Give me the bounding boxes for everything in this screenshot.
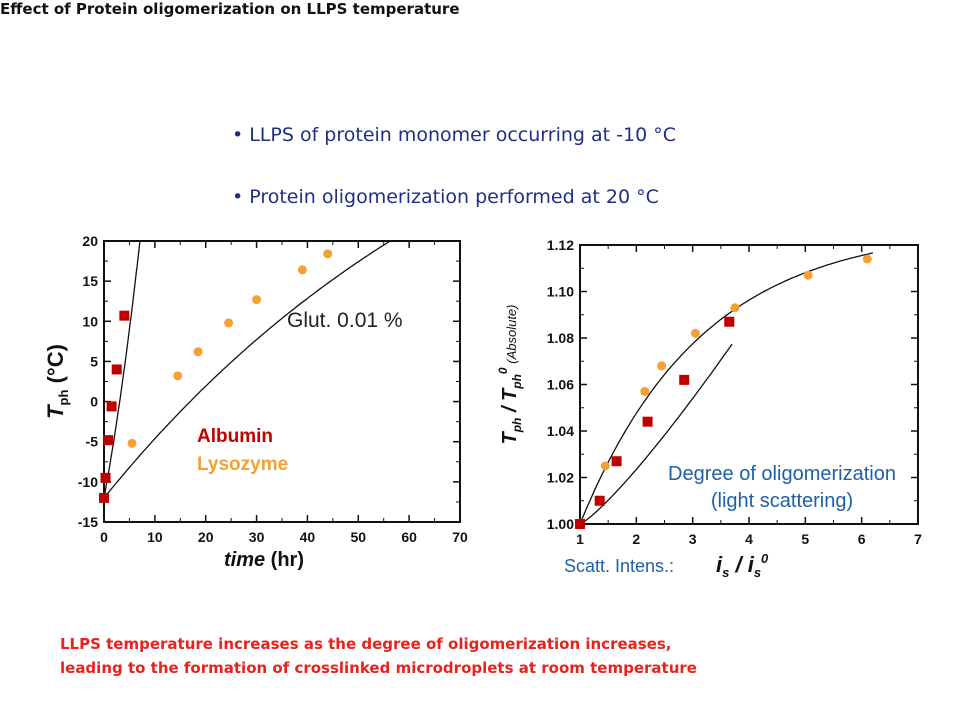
fit-curve-albumin <box>104 241 141 499</box>
chart-albumin-lysozyme: 0 10 20 30 40 50 60 70 -15 -10 -5 0 5 10 15 20 Glut. 0.0… <box>43 233 468 571</box>
data-point-lysozyme <box>193 347 203 357</box>
conclusion-line: leading to the formation of crosslinked … <box>60 659 697 677</box>
legend-albumin: Albumin <box>197 426 273 447</box>
y-tick-label: 10 <box>82 313 98 329</box>
y-tick-label: 1.00 <box>547 516 574 532</box>
y-tick-label: 0 <box>90 394 98 410</box>
data-point-circle <box>600 461 610 471</box>
bullet-text: Protein oligomerization performed at 20 … <box>249 186 659 208</box>
data-point-circle <box>730 303 740 313</box>
x-tick-label: 4 <box>745 531 753 547</box>
y-tick-label: -15 <box>78 514 98 530</box>
x-tick-label: 40 <box>300 529 316 545</box>
data-point-square <box>642 416 653 427</box>
data-point-lysozyme <box>323 249 333 259</box>
x-tick-label: 2 <box>632 531 640 547</box>
data-point-albumin <box>103 435 114 446</box>
annotation-glut: Glut. 0.01 % <box>287 309 403 332</box>
y-tick-label: -5 <box>86 434 99 450</box>
data-point-lysozyme <box>224 318 234 328</box>
y-tick-label: -10 <box>78 474 98 490</box>
x-tick-label: 3 <box>689 531 697 547</box>
data-point-lysozyme <box>297 265 307 275</box>
bullet-text: LLPS of protein monomer occurring at -10… <box>249 124 676 146</box>
data-point-albumin <box>106 401 117 412</box>
y-tick-label: 1.06 <box>547 377 574 393</box>
plot-frame <box>103 240 461 523</box>
data-point-lysozyme <box>127 438 137 448</box>
data-point-square <box>611 456 622 467</box>
y-tick-label: 5 <box>90 353 98 369</box>
bullet-dot: • <box>232 124 244 146</box>
x-tick-label: 10 <box>147 529 163 545</box>
y-tick-label: 1.08 <box>547 330 574 346</box>
x-tick-label: 0 <box>100 529 108 545</box>
x-tick-label: 60 <box>401 529 417 545</box>
annotation-light-scattering: (light scattering) <box>711 490 853 512</box>
y-tick-label: 15 <box>82 273 98 289</box>
data-point-albumin <box>111 364 122 375</box>
x-axis-label: time (hr) <box>224 549 304 571</box>
annotation-degree: Degree of oligomerization <box>668 463 896 485</box>
data-point-albumin <box>100 472 111 483</box>
data-point-square <box>594 495 605 506</box>
x-axis-label: is / is0 <box>716 551 769 580</box>
bullet-dot: • <box>232 186 244 208</box>
y-tick-label: 1.04 <box>547 423 574 439</box>
bullet-oligomerization: • Protein oligomerization performed at 20… <box>232 186 659 208</box>
y-tick-label: 1.12 <box>547 237 574 253</box>
data-point-circle <box>803 270 813 280</box>
data-point-square <box>575 519 585 529</box>
legend-lysozyme: Lysozyme <box>197 454 288 475</box>
y-tick-label: 20 <box>82 233 98 249</box>
x-tick-label: 70 <box>452 529 468 545</box>
x-tick-label: 7 <box>914 531 922 547</box>
x-tick-label: 20 <box>198 529 214 545</box>
slide-title: Effect of Protein oligomerization on LLP… <box>0 0 460 18</box>
y-tick-label: 1.02 <box>547 470 574 486</box>
fit-curve-lysozyme <box>104 241 392 499</box>
x-tick-label: 50 <box>350 529 366 545</box>
x-tick-label: 1 <box>576 531 584 547</box>
data-point-square <box>679 374 690 385</box>
y-tick-label: 1.10 <box>547 284 574 300</box>
bullet-llps-monomer: • LLPS of protein monomer occurring at -1… <box>232 124 676 146</box>
y-axis-label: Tph / Tph0 (Absolute) <box>496 304 524 444</box>
data-point-circle <box>657 361 667 371</box>
conclusion-text: LLPS temperature increases as the degree… <box>60 632 697 680</box>
x-tick-label: 30 <box>249 529 265 545</box>
x-axis-prefix: Scatt. Intens.: <box>564 556 674 576</box>
x-tick-label: 6 <box>858 531 866 547</box>
y-axis-label: Tph (°C) <box>43 344 71 419</box>
data-point-square <box>724 316 735 327</box>
chart-oligomerization: 1 2 3 4 5 6 7 1.00 1.02 1.04 1.06 1.08 1.10 1.12 Degre… <box>496 237 922 580</box>
data-point-albumin <box>119 310 130 321</box>
data-point-circle <box>690 328 700 338</box>
data-point-albumin <box>99 492 109 503</box>
conclusion-line: LLPS temperature increases as the degree… <box>60 635 672 653</box>
fit-curve-circles <box>580 252 874 524</box>
data-point-lysozyme <box>173 371 183 381</box>
data-point-circle <box>862 254 872 264</box>
x-tick-label: 5 <box>801 531 809 547</box>
data-point-lysozyme <box>252 295 262 305</box>
data-point-circle <box>640 386 650 396</box>
fit-curve-squares <box>580 343 733 524</box>
